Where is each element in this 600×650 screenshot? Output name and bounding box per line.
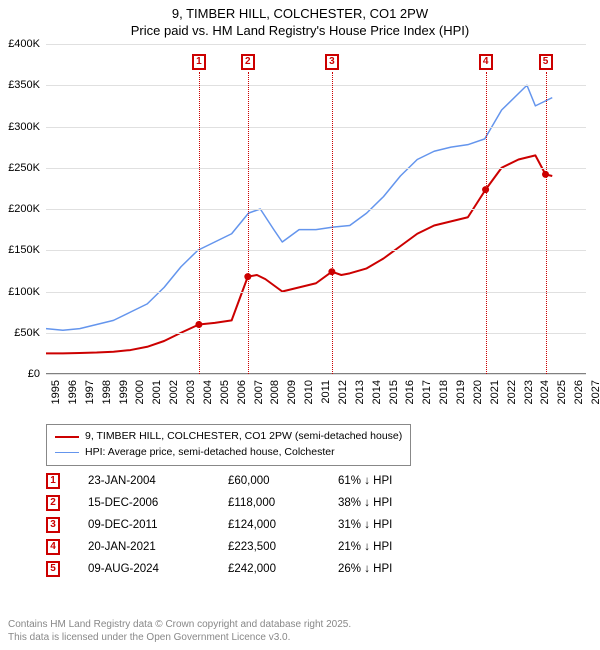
y-tick-label: £0 [28,368,40,380]
x-tick-label: 1996 [67,380,79,404]
x-tick-label: 2007 [253,380,265,404]
sales-table: 1 23-JAN-2004£60,00061% ↓ HPI 2 15-DEC-2006… [46,470,438,580]
sales-row: 2 15-DEC-2006£118,00038% ↓ HPI [46,492,438,514]
sales-marker-icon: 4 [46,539,60,555]
x-tick-label: 2010 [303,380,315,404]
sales-date: 20-JAN-2021 [88,541,228,553]
x-tick-label: 2004 [202,380,214,404]
sales-date: 09-AUG-2024 [88,563,228,575]
sales-row: 5 09-AUG-2024£242,00026% ↓ HPI [46,558,438,580]
x-axis: 1995 1996 1997 1998 1999 2000 2001 2002 2003 2004… [46,378,586,422]
x-tick-label: 2008 [269,380,281,404]
x-tick-label: 1997 [84,380,96,404]
x-tick-label: 2024 [539,380,551,404]
x-tick-label: 2027 [590,380,600,404]
sales-pct: 38% ↓ HPI [338,497,438,509]
annotation-marker: 2 [241,54,255,70]
x-tick-label: 2020 [472,380,484,404]
x-tick-label: 2026 [573,380,585,404]
y-tick-label: £250K [8,162,40,174]
title-line-1: 9, TIMBER HILL, COLCHESTER, CO1 2PW [0,6,600,23]
sales-pct: 21% ↓ HPI [338,541,438,553]
plot-area: 1 2 3 4 5 [46,44,586,374]
y-tick-label: £300K [8,121,40,133]
legend-item-price-paid: 9, TIMBER HILL, COLCHESTER, CO1 2PW (sem… [55,429,402,445]
y-tick-label: £200K [8,203,40,215]
x-tick-label: 2018 [438,380,450,404]
sales-price: £124,000 [228,519,338,531]
sales-price: £60,000 [228,475,338,487]
footer: Contains HM Land Registry data © Crown c… [8,618,351,644]
x-tick-label: 2021 [489,380,501,404]
x-tick-label: 2003 [185,380,197,404]
legend-item-hpi: HPI: Average price, semi-detached house,… [55,445,402,461]
annotation-marker: 5 [539,54,553,70]
sales-pct: 61% ↓ HPI [338,475,438,487]
y-tick-label: £400K [8,38,40,50]
x-tick-label: 2002 [168,380,180,404]
x-tick-label: 2006 [236,380,248,404]
annotation-marker: 4 [479,54,493,70]
sales-price: £242,000 [228,563,338,575]
sales-pct: 31% ↓ HPI [338,519,438,531]
x-tick-label: 2012 [337,380,349,404]
legend-swatch-hpi [55,452,79,454]
title-line-2: Price paid vs. HM Land Registry's House … [0,23,600,40]
x-tick-label: 2000 [134,380,146,404]
x-tick-label: 2019 [455,380,467,404]
y-tick-label: £150K [8,244,40,256]
x-tick-label: 1995 [50,380,62,404]
footer-line-1: Contains HM Land Registry data © Crown c… [8,618,351,631]
x-tick-label: 2022 [506,380,518,404]
x-tick-label: 2005 [219,380,231,404]
sales-pct: 26% ↓ HPI [338,563,438,575]
sales-marker-icon: 5 [46,561,60,577]
x-tick-label: 2015 [388,380,400,404]
sales-price: £118,000 [228,497,338,509]
x-tick-label: 2016 [404,380,416,404]
sales-row: 3 09-DEC-2011£124,00031% ↓ HPI [46,514,438,536]
sales-date: 23-JAN-2004 [88,475,228,487]
x-tick-label: 2001 [151,380,163,404]
annotation-marker: 3 [325,54,339,70]
footer-line-2: This data is licensed under the Open Gov… [8,631,351,644]
legend-label-hpi: HPI: Average price, semi-detached house,… [85,445,335,461]
sales-marker-icon: 3 [46,517,60,533]
x-tick-label: 2011 [320,380,332,404]
sales-marker-icon: 1 [46,473,60,489]
sales-marker-icon: 2 [46,495,60,511]
legend: 9, TIMBER HILL, COLCHESTER, CO1 2PW (sem… [46,424,411,466]
y-axis: £0£50K£100K£150K£200K£250K£300K£350K£400… [0,44,44,374]
annotation-marker: 1 [192,54,206,70]
sales-price: £223,500 [228,541,338,553]
x-tick-label: 2025 [556,380,568,404]
sales-row: 1 23-JAN-2004£60,00061% ↓ HPI [46,470,438,492]
y-tick-label: £50K [14,327,40,339]
chart-container: 9, TIMBER HILL, COLCHESTER, CO1 2PW Pric… [0,0,600,650]
y-tick-label: £100K [8,286,40,298]
x-tick-label: 2014 [371,380,383,404]
legend-label-price-paid: 9, TIMBER HILL, COLCHESTER, CO1 2PW (sem… [85,429,402,445]
y-tick-label: £350K [8,79,40,91]
sales-date: 15-DEC-2006 [88,497,228,509]
x-tick-label: 2013 [354,380,366,404]
x-tick-label: 2023 [523,380,535,404]
x-tick-label: 1998 [101,380,113,404]
x-tick-label: 1999 [118,380,130,404]
sales-date: 09-DEC-2011 [88,519,228,531]
sales-row: 4 20-JAN-2021£223,50021% ↓ HPI [46,536,438,558]
title-block: 9, TIMBER HILL, COLCHESTER, CO1 2PW Pric… [0,0,600,42]
x-tick-label: 2009 [286,380,298,404]
x-tick-label: 2017 [421,380,433,404]
legend-swatch-price-paid [55,436,79,438]
